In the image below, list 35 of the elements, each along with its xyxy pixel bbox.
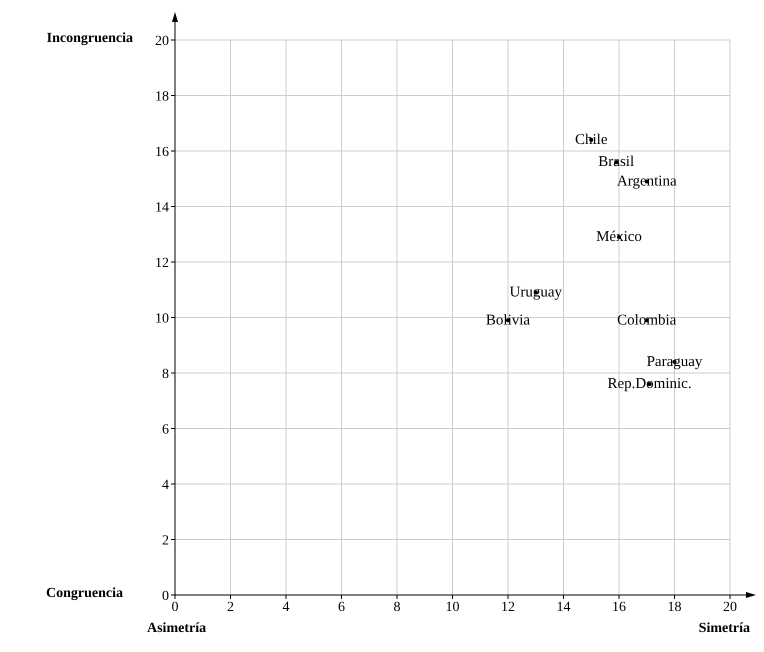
series-label: México [596,229,642,246]
x-tick-label: 6 [338,600,345,615]
x-tick-label: 20 [723,600,737,615]
y-tick-label: 8 [162,366,169,382]
series-label: Bolivia [486,312,530,328]
y-tick-label: 10 [155,311,169,326]
y-tick-label: 14 [155,200,169,216]
x-tick-label: 10 [446,600,460,615]
series-label: Chile [575,132,608,148]
series-label: Paraguay [646,354,703,370]
x-tick-label: 4 [282,600,290,615]
x-tick-label: 18 [668,600,682,615]
y-tick-label: 20 [155,34,169,49]
series-label: Argentina [616,174,677,190]
x-tick-label: 0 [172,600,178,615]
y-tick-label: 6 [162,422,169,438]
y-tick-label: 0 [162,588,169,604]
series-label: Uruguay [510,284,562,301]
x-tick-label: 16 [612,600,626,615]
series-label: Colombia [617,312,677,328]
y-tick-label: 4 [162,478,169,493]
x-tick-label: 12 [501,600,515,615]
text: Incongruencia [46,31,133,47]
x-tick-label: 2 [227,600,234,615]
series-label: Brasil [598,154,634,170]
y-tick-label: 12 [155,256,169,271]
y-tick-label: 2 [162,533,169,548]
y-tick-label: 16 [155,144,169,160]
text: Congruencia [45,586,123,602]
text: Asimetría [147,621,208,637]
text: Simetría [698,621,750,637]
x-tick-label: 8 [394,600,400,615]
x-tick-label: 14 [556,600,570,615]
y-tick-label: 18 [155,89,169,104]
series-label: Rep.Dominic. [607,376,692,392]
